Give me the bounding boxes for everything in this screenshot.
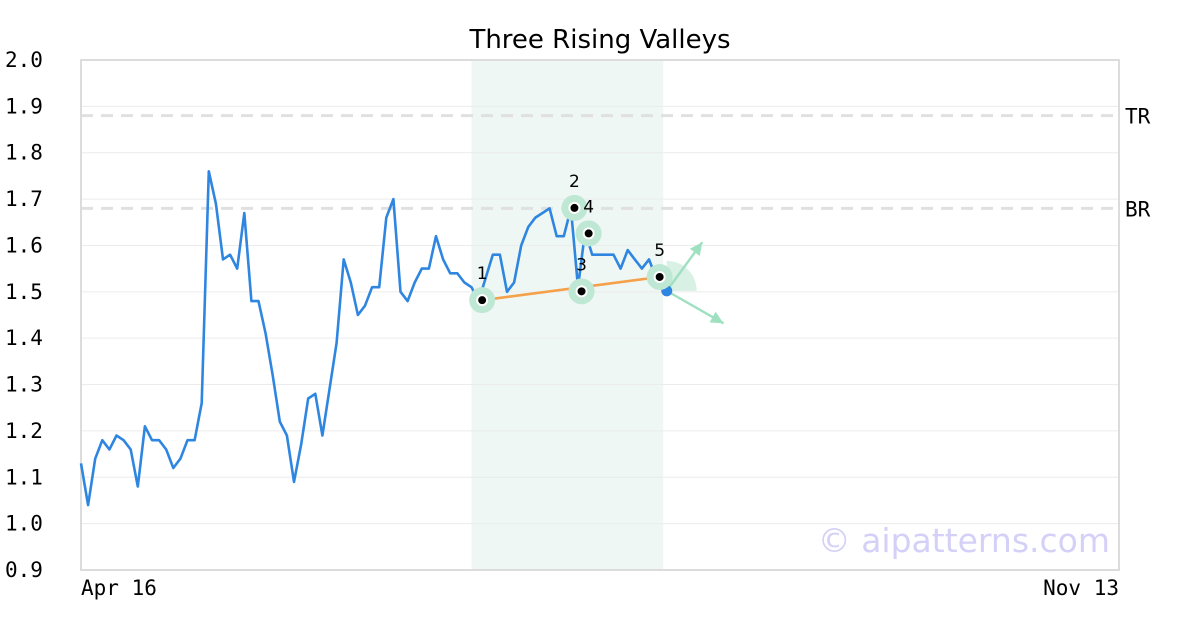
y-tick-label: 1.0 [5, 512, 43, 536]
y-tick-label: 0.9 [5, 558, 43, 582]
y-tick-label: 1.6 [5, 233, 43, 257]
watermark: © aipatterns.com [818, 521, 1110, 560]
y-tick-label: 1.4 [5, 326, 43, 350]
reference-label-tr: TR [1125, 105, 1151, 129]
highlight-region [471, 60, 664, 570]
y-tick-label: 1.9 [5, 94, 43, 118]
series-line [79, 170, 658, 507]
plot-frame [80, 59, 1120, 571]
y-tick-label: 1.3 [5, 373, 43, 397]
pattern-point [653, 270, 666, 283]
pattern-point [568, 201, 581, 214]
projection-arrow-down-head [709, 311, 724, 324]
pattern-point-label: 4 [583, 197, 594, 217]
pattern-point [575, 285, 588, 298]
reference-label-br: BR [1125, 197, 1151, 221]
y-tick-label: 1.5 [5, 280, 43, 304]
pattern-point [476, 294, 489, 307]
pattern-point-label: 5 [654, 241, 665, 261]
y-tick-label: 1.1 [5, 465, 43, 489]
projection-cone [666, 260, 697, 291]
y-tick-label: 1.8 [5, 141, 43, 165]
pattern-point-label: 2 [569, 172, 580, 192]
projection-arrow-up-head [689, 242, 703, 256]
x-tick-label: Nov 13 [1043, 576, 1119, 600]
chart-title: Three Rising Valleys [468, 25, 730, 55]
pattern-point [582, 227, 595, 240]
y-tick-label: 2.0 [5, 48, 43, 72]
x-tick-label: Apr 16 [81, 576, 157, 600]
y-tick-label: 1.2 [5, 419, 43, 443]
pattern-point-label: 1 [477, 264, 488, 284]
pattern-point-label: 3 [576, 255, 587, 275]
y-tick-label: 1.7 [5, 187, 43, 211]
